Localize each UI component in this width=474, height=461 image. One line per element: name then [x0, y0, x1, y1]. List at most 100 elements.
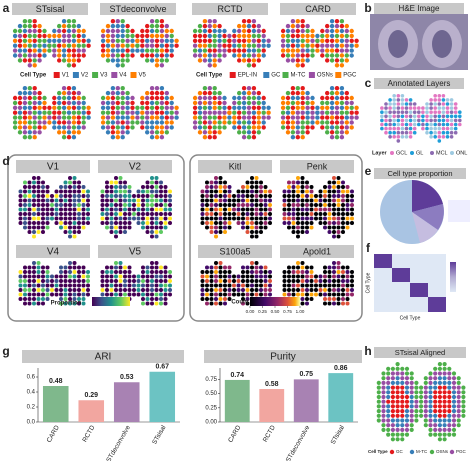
spot [310, 38, 315, 43]
spot [350, 198, 354, 203]
spot [18, 297, 23, 301]
spot [110, 125, 116, 130]
spot [305, 53, 310, 58]
spot [36, 274, 41, 279]
spot [296, 203, 300, 207]
spot [207, 53, 212, 58]
spot [412, 122, 417, 127]
spot [428, 427, 433, 432]
spot [86, 212, 90, 216]
spot [57, 58, 62, 63]
spot [400, 126, 405, 131]
spot [245, 198, 250, 203]
spot [212, 110, 217, 115]
spot [285, 110, 291, 115]
spot [145, 43, 150, 48]
spot [52, 38, 57, 43]
spot [428, 376, 433, 381]
spot [310, 105, 315, 111]
spot [300, 189, 305, 194]
spot [145, 100, 150, 106]
spot [318, 198, 323, 203]
spot [256, 100, 261, 106]
spot [409, 409, 414, 414]
spot [223, 270, 227, 274]
spot [217, 95, 222, 101]
bar [259, 389, 285, 422]
panel-title: V1 [47, 162, 60, 173]
spot [217, 53, 222, 58]
spot [150, 194, 154, 198]
spot [409, 427, 414, 432]
spot [68, 274, 72, 279]
spot [207, 100, 212, 106]
spot [395, 399, 400, 404]
spot [150, 221, 154, 225]
spot [332, 234, 336, 239]
spot [400, 118, 405, 123]
spot [251, 23, 257, 29]
spot [349, 115, 354, 120]
spot [400, 114, 405, 119]
spot [327, 225, 332, 230]
legend-swatch [282, 72, 289, 78]
legend-swatch [335, 72, 342, 78]
spot [197, 48, 203, 53]
spot [159, 33, 165, 39]
spot [114, 194, 118, 198]
spot [409, 423, 414, 428]
spot [127, 274, 132, 279]
spot [345, 221, 350, 225]
spot [400, 423, 405, 428]
spot [120, 110, 125, 115]
spot [310, 110, 315, 115]
spot [52, 105, 57, 111]
axis-title: Cell Type [365, 272, 371, 293]
spot [54, 221, 59, 225]
spot [227, 292, 232, 297]
spot [42, 110, 47, 115]
spot [290, 110, 296, 115]
spot [323, 288, 327, 292]
spot [437, 380, 442, 385]
spot [287, 288, 291, 292]
panel-header [374, 78, 464, 89]
spot [254, 279, 259, 283]
spot [145, 212, 150, 216]
spot [336, 261, 341, 265]
spot [392, 114, 397, 119]
spot [461, 385, 466, 390]
spot [61, 53, 67, 58]
spot [212, 23, 217, 29]
spot [339, 90, 345, 96]
legend-label: OSNs [436, 449, 449, 454]
legend-label: OSNs [317, 73, 333, 79]
spot [57, 95, 62, 101]
spot [145, 297, 150, 301]
spot [115, 63, 121, 68]
spot [390, 404, 395, 409]
spot [68, 301, 72, 306]
spot [437, 394, 442, 400]
spot [381, 376, 386, 381]
x-tick-label: STdeconvolve [285, 424, 312, 461]
spot [381, 371, 386, 376]
spot [388, 130, 392, 135]
spot [251, 28, 257, 34]
spot [296, 261, 300, 265]
spot [437, 126, 442, 131]
spot [336, 292, 341, 297]
spot [59, 274, 63, 279]
spot [409, 371, 414, 376]
spot [295, 125, 300, 130]
spot [212, 19, 217, 24]
spot [449, 102, 454, 106]
spot [296, 212, 300, 216]
spot [105, 288, 109, 292]
spot [71, 120, 77, 125]
spot [332, 261, 336, 265]
spot [71, 28, 77, 34]
spot [163, 189, 168, 194]
spot [350, 216, 354, 221]
spot [227, 225, 232, 230]
